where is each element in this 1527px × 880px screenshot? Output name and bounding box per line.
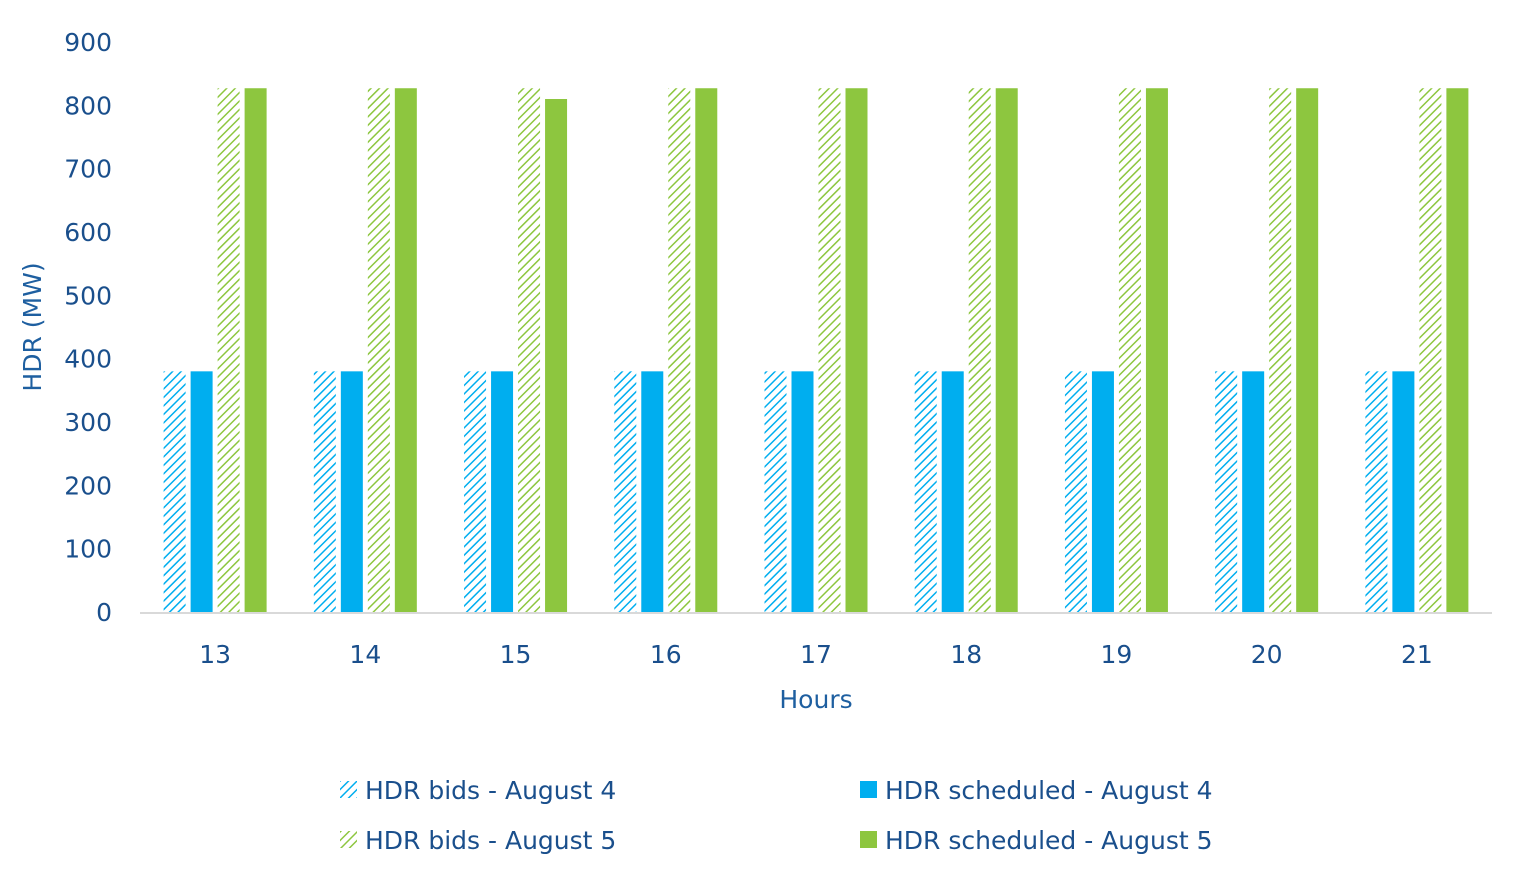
bar-bids-series-0-cat-13 (163, 371, 186, 612)
bar-scheduled-series-1-cat-17 (791, 371, 814, 612)
x-tick-label: 19 (1101, 640, 1133, 669)
x-axis-ticks: 13 14 15 16 17 18 19 20 21 (199, 640, 1433, 669)
bar-bids-series-2-cat-16 (668, 88, 691, 612)
bar-bids-series-0-cat-16 (614, 371, 637, 612)
x-tick-label: 21 (1401, 640, 1433, 669)
y-tick-label: 600 (64, 218, 112, 247)
bar-scheduled-series-3-cat-15 (545, 99, 568, 612)
bar-scheduled-series-3-cat-16 (695, 88, 718, 612)
bar-scheduled-series-3-cat-17 (845, 88, 868, 612)
y-axis-ticks: 0 100 200 300 400 500 600 700 800 900 (64, 28, 112, 627)
legend-label: HDR scheduled - August 4 (885, 776, 1213, 805)
x-tick-label: 16 (650, 640, 682, 669)
y-tick-label: 800 (64, 91, 112, 120)
bar-scheduled-series-1-cat-14 (340, 371, 363, 612)
x-tick-label: 14 (349, 640, 381, 669)
legend-label: HDR scheduled - August 5 (885, 826, 1213, 855)
bar-scheduled-series-3-cat-19 (1145, 88, 1168, 612)
bar-bids-series-2-cat-18 (968, 88, 991, 612)
bar-scheduled-series-3-cat-18 (995, 88, 1018, 612)
bar-bids-series-0-cat-18 (914, 371, 937, 612)
bar-bids-series-0-cat-20 (1215, 371, 1238, 612)
bar-scheduled-series-3-cat-20 (1296, 88, 1319, 612)
legend-swatch (860, 831, 877, 848)
x-tick-label: 20 (1251, 640, 1283, 669)
y-tick-label: 200 (64, 471, 112, 500)
bar-bids-series-2-cat-21 (1419, 88, 1442, 612)
legend-label: HDR bids - August 5 (365, 826, 616, 855)
bar-bids-series-0-cat-19 (1064, 371, 1087, 612)
legend-swatch (860, 781, 877, 798)
x-tick-label: 17 (800, 640, 832, 669)
legend-swatch (340, 831, 357, 848)
bar-scheduled-series-1-cat-15 (491, 371, 514, 612)
x-tick-label: 13 (199, 640, 231, 669)
y-axis-title: HDR (MW) (18, 262, 47, 391)
bar-bids-series-0-cat-21 (1365, 371, 1388, 612)
bar-bids-series-2-cat-13 (217, 88, 240, 612)
y-tick-label: 500 (64, 281, 112, 310)
bar-bids-series-2-cat-15 (518, 88, 541, 612)
bar-scheduled-series-1-cat-21 (1392, 371, 1415, 612)
x-tick-label: 18 (950, 640, 982, 669)
bar-scheduled-series-1-cat-18 (941, 371, 964, 612)
bar-bids-series-2-cat-20 (1269, 88, 1292, 612)
bar-bids-series-0-cat-14 (313, 371, 336, 612)
bar-scheduled-series-3-cat-13 (244, 88, 267, 612)
legend-swatch (340, 781, 357, 798)
y-tick-label: 400 (64, 345, 112, 374)
legend: HDR bids - August 4 HDR scheduled - Augus… (340, 776, 1213, 855)
bar-bids-series-2-cat-19 (1118, 88, 1141, 612)
legend-label: HDR bids - August 4 (365, 776, 616, 805)
y-tick-label: 100 (64, 535, 112, 564)
bar-scheduled-series-1-cat-19 (1091, 371, 1114, 612)
y-tick-label: 900 (64, 28, 112, 57)
bar-bids-series-2-cat-14 (367, 88, 390, 612)
bar-bids-series-2-cat-17 (818, 88, 841, 612)
bar-scheduled-series-1-cat-20 (1242, 371, 1265, 612)
bar-scheduled-series-3-cat-14 (394, 88, 417, 612)
bar-bids-series-0-cat-15 (464, 371, 487, 612)
bars (163, 88, 1469, 612)
x-tick-label: 15 (500, 640, 532, 669)
x-axis-title: Hours (779, 685, 852, 714)
bar-scheduled-series-1-cat-16 (641, 371, 664, 612)
bar-scheduled-series-3-cat-21 (1446, 88, 1469, 612)
y-tick-label: 300 (64, 408, 112, 437)
y-tick-label: 0 (96, 598, 112, 627)
bar-scheduled-series-1-cat-13 (190, 371, 213, 612)
bar-bids-series-0-cat-17 (764, 371, 787, 612)
y-tick-label: 700 (64, 155, 112, 184)
